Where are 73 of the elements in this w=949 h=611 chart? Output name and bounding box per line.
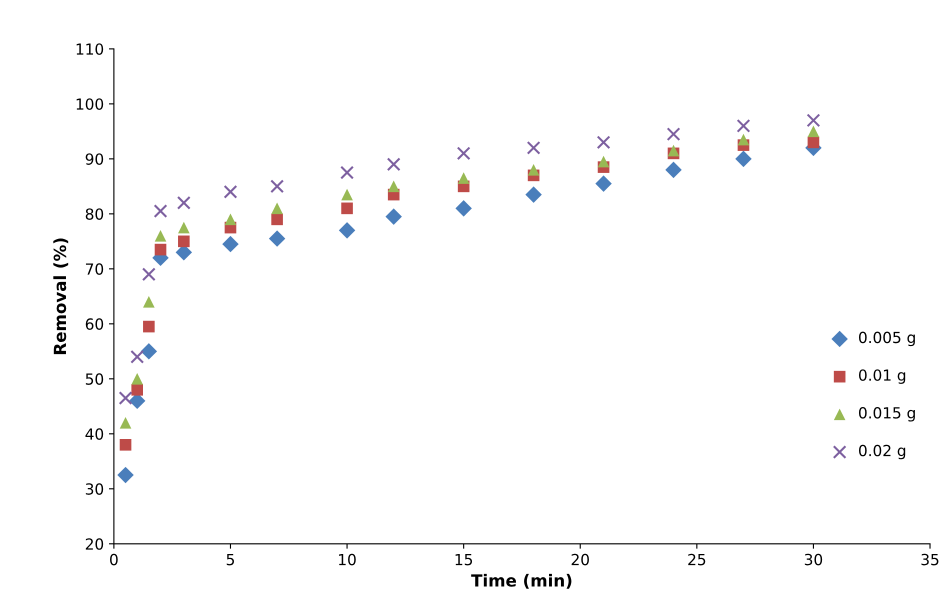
point: [131, 373, 144, 385]
point: [120, 417, 132, 429]
y-tick-label: 60: [86, 318, 104, 330]
point: [120, 439, 132, 451]
y-tick-label: 30: [86, 483, 104, 495]
point: [341, 188, 353, 200]
point: [738, 134, 750, 146]
x-tick-label: 0: [110, 554, 118, 566]
x-tick-label: 15: [456, 554, 472, 566]
x-tick-label: 25: [688, 554, 706, 566]
point: [224, 214, 236, 226]
legend-label: 0.005 g: [858, 332, 915, 346]
x-tick-label: 5: [226, 554, 234, 566]
point: [224, 185, 238, 199]
y-axis-title: Removal (%): [53, 238, 68, 354]
point: [338, 222, 356, 239]
point: [525, 186, 542, 203]
point: [668, 144, 680, 156]
point: [806, 114, 820, 128]
x-tick-label: 35: [921, 554, 938, 566]
point: [176, 196, 191, 210]
point: [456, 146, 471, 160]
point: [736, 119, 750, 133]
x-tick-label: 30: [804, 554, 822, 566]
point: [140, 343, 158, 360]
point: [455, 200, 472, 217]
legend-label: 0.01 g: [858, 369, 906, 384]
point: [388, 180, 400, 192]
point: [735, 150, 752, 168]
point: [154, 244, 166, 256]
y-tick-label: 20: [86, 538, 104, 550]
point: [222, 236, 239, 252]
point: [143, 296, 155, 308]
point: [808, 136, 820, 148]
point: [270, 180, 284, 194]
point: [526, 141, 540, 155]
legend-label: 0.02 g: [858, 444, 906, 460]
y-tick-label: 50: [86, 373, 104, 385]
point: [143, 320, 155, 332]
point: [595, 175, 612, 192]
point: [130, 350, 144, 364]
point: [178, 222, 190, 234]
point: [386, 158, 401, 172]
point: [268, 230, 286, 247]
point: [665, 162, 682, 178]
y-tick-label: 90: [86, 153, 104, 165]
point: [341, 202, 353, 214]
y-tick-label: 110: [76, 43, 104, 55]
point: [271, 202, 283, 214]
point: [458, 172, 470, 184]
point: [154, 204, 168, 218]
point: [340, 166, 354, 180]
y-tick-label: 80: [86, 208, 104, 220]
x-tick-label: 20: [572, 554, 589, 566]
point: [385, 208, 402, 225]
point: [598, 156, 610, 168]
point: [117, 466, 134, 484]
point: [271, 214, 283, 226]
point: [178, 236, 190, 248]
point: [666, 127, 680, 141]
point: [131, 384, 144, 396]
point: [596, 136, 610, 150]
point: [528, 164, 540, 176]
y-tick-label: 70: [86, 263, 104, 275]
x-axis-title: Time (min): [471, 574, 572, 589]
y-tick-label: 40: [85, 428, 104, 440]
point: [142, 267, 156, 282]
point: [808, 126, 820, 138]
y-tick-label: 100: [76, 98, 104, 110]
point: [154, 230, 166, 242]
point: [118, 391, 132, 405]
x-tick-label: 10: [339, 554, 356, 566]
legend-label: 0.015 g: [858, 407, 915, 422]
